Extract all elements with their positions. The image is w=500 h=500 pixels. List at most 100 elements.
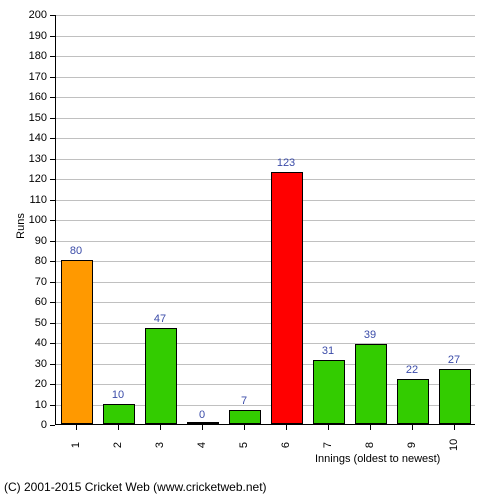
- y-tick-label: 160: [0, 91, 47, 103]
- x-tick-label: 9: [406, 439, 418, 451]
- y-tick: [50, 343, 55, 344]
- bar-value-label: 10: [112, 389, 124, 401]
- grid-line: [56, 159, 475, 160]
- x-tick: [244, 425, 245, 430]
- x-tick-label: 6: [280, 439, 292, 451]
- grid-line: [56, 343, 475, 344]
- grid-line: [56, 261, 475, 262]
- bar-value-label: 39: [364, 329, 376, 341]
- bar: [61, 260, 94, 424]
- y-tick: [50, 118, 55, 119]
- grid-line: [56, 97, 475, 98]
- y-tick-label: 170: [0, 71, 47, 83]
- y-tick-label: 40: [0, 337, 47, 349]
- x-tick-label: 2: [112, 439, 124, 451]
- chart-container: Runs Innings (oldest to newest) 01020304…: [0, 0, 500, 470]
- x-tick-label: 10: [448, 439, 460, 451]
- grid-line: [56, 36, 475, 37]
- bar: [187, 422, 220, 424]
- grid-line: [56, 15, 475, 16]
- y-tick-label: 140: [0, 132, 47, 144]
- y-tick-label: 70: [0, 276, 47, 288]
- x-tick: [160, 425, 161, 430]
- y-tick: [50, 241, 55, 242]
- y-tick-label: 10: [0, 399, 47, 411]
- y-tick-label: 20: [0, 378, 47, 390]
- grid-line: [56, 220, 475, 221]
- bar: [103, 404, 136, 425]
- bar-value-label: 47: [154, 313, 166, 325]
- y-tick: [50, 261, 55, 262]
- y-tick-label: 190: [0, 30, 47, 42]
- bar-value-label: 0: [199, 409, 205, 421]
- y-tick: [50, 364, 55, 365]
- grid-line: [56, 118, 475, 119]
- y-tick: [50, 179, 55, 180]
- x-tick: [412, 425, 413, 430]
- bar-value-label: 7: [241, 395, 247, 407]
- y-tick-label: 120: [0, 173, 47, 185]
- y-tick-label: 50: [0, 317, 47, 329]
- x-tick-label: 3: [154, 439, 166, 451]
- y-tick: [50, 425, 55, 426]
- y-tick: [50, 302, 55, 303]
- grid-line: [56, 138, 475, 139]
- y-tick-label: 200: [0, 9, 47, 21]
- y-tick-label: 130: [0, 153, 47, 165]
- y-tick: [50, 323, 55, 324]
- y-tick-label: 150: [0, 112, 47, 124]
- y-tick: [50, 159, 55, 160]
- grid-line: [56, 56, 475, 57]
- y-tick: [50, 36, 55, 37]
- grid-line: [56, 282, 475, 283]
- y-tick-label: 60: [0, 296, 47, 308]
- y-tick-label: 110: [0, 194, 47, 206]
- bar: [145, 328, 178, 424]
- y-tick: [50, 282, 55, 283]
- bar: [229, 410, 262, 424]
- y-tick-label: 180: [0, 50, 47, 62]
- y-tick: [50, 15, 55, 16]
- y-tick-label: 100: [0, 214, 47, 226]
- y-tick: [50, 200, 55, 201]
- y-tick: [50, 405, 55, 406]
- grid-line: [56, 179, 475, 180]
- bar-value-label: 123: [277, 157, 295, 169]
- y-tick-label: 80: [0, 255, 47, 267]
- y-tick: [50, 56, 55, 57]
- x-tick-label: 1: [70, 439, 82, 451]
- grid-line: [56, 200, 475, 201]
- grid-line: [56, 323, 475, 324]
- x-tick-label: 8: [364, 439, 376, 451]
- grid-line: [56, 302, 475, 303]
- x-tick: [118, 425, 119, 430]
- copyright-text: (C) 2001-2015 Cricket Web (www.cricketwe…: [4, 480, 267, 494]
- bar: [271, 172, 304, 424]
- bar-value-label: 22: [406, 364, 418, 376]
- y-tick-label: 30: [0, 358, 47, 370]
- x-tick-label: 7: [322, 439, 334, 451]
- y-tick: [50, 77, 55, 78]
- grid-line: [56, 241, 475, 242]
- x-tick-label: 5: [238, 439, 250, 451]
- bar: [439, 369, 472, 424]
- bar-value-label: 27: [448, 354, 460, 366]
- y-tick-label: 90: [0, 235, 47, 247]
- x-tick: [76, 425, 77, 430]
- y-tick: [50, 220, 55, 221]
- x-tick-label: 4: [196, 439, 208, 451]
- x-tick: [454, 425, 455, 430]
- x-tick: [370, 425, 371, 430]
- x-tick: [286, 425, 287, 430]
- bar: [355, 344, 388, 424]
- y-tick: [50, 97, 55, 98]
- y-tick: [50, 384, 55, 385]
- y-tick-label: 0: [0, 419, 47, 431]
- bar-value-label: 31: [322, 345, 334, 357]
- bar: [397, 379, 430, 424]
- x-tick: [202, 425, 203, 430]
- bar-value-label: 80: [70, 245, 82, 257]
- x-tick: [328, 425, 329, 430]
- x-axis-label: Innings (oldest to newest): [315, 453, 440, 465]
- bar: [313, 360, 346, 424]
